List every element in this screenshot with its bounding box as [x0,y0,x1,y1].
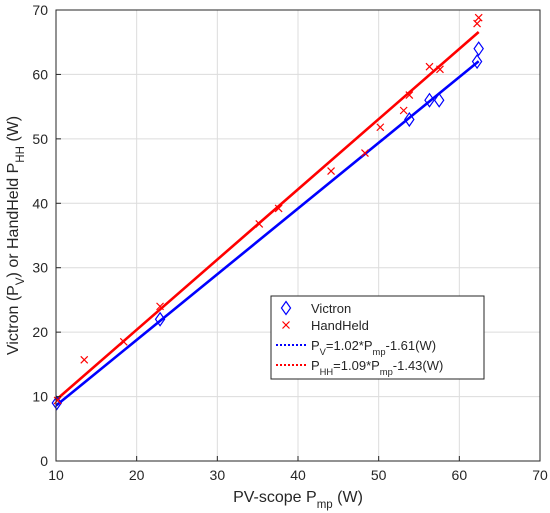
legend-victron-marker [280,300,292,316]
handheld-point [80,355,89,364]
x-tick-label: 70 [532,467,548,483]
legend-victron-label: Victron [311,301,351,316]
y-tick-label: 40 [32,195,48,211]
legend: Victron HandHeld PV=1.02*Pmp-1.61(W)PHH=1.… [270,295,485,380]
legend-handheld-label: HandHeld [311,318,369,333]
legend-box [270,295,485,380]
victron-point [154,311,166,327]
handheld-point [119,337,128,346]
victron-fit-line [55,60,480,407]
data-points [51,13,484,411]
axis-labels: PV-scope Pmp (W) Victron (PV) or HandHeld… [5,116,363,511]
victron-point [433,92,445,108]
handheld-point [473,19,482,28]
y-axis-label: Victron (PV) or HandHeld PHH (W) [5,116,27,355]
handheld-point [399,106,408,115]
handheld-point [405,91,414,99]
x-tick-label: 60 [452,467,468,483]
legend-handheld-fit-label: PHH=1.09*Pmp-1.43(W) [311,358,443,377]
y-tick-label: 70 [32,2,48,18]
y-tick-label: 10 [32,389,48,405]
y-tick-label: 20 [32,324,48,340]
x-tick-label: 10 [48,467,64,483]
legend-handheld-marker [282,321,290,329]
x-tick-label: 30 [210,467,226,483]
victron-point [471,53,483,70]
handheld-point [474,13,483,22]
handheld-point [376,123,385,132]
y-tick-label: 60 [32,66,48,82]
handheld-point [156,302,164,311]
handheld-point [327,167,335,175]
y-tick-label: 50 [32,131,48,147]
victron-point [51,395,63,411]
victron-point [473,41,484,57]
handheld-point [425,62,434,71]
handheld-point [361,149,369,157]
x-tick-label: 50 [371,467,387,483]
handheld-point [436,65,444,74]
x-tick-label: 20 [129,467,145,483]
y-tick-label: 30 [32,260,48,276]
handheld-point [255,219,264,228]
grid [55,9,541,462]
victron-point [404,111,415,128]
handheld-point [274,204,283,213]
x-axis-label: PV-scope Pmp (W) [233,489,363,511]
y-tick-label: 0 [40,453,48,469]
legend-victron-fit-label: PV=1.02*Pmp-1.61(W) [311,338,436,357]
victron-point [424,92,435,108]
x-tick-label: 40 [290,467,306,483]
handheld-point [53,396,62,405]
